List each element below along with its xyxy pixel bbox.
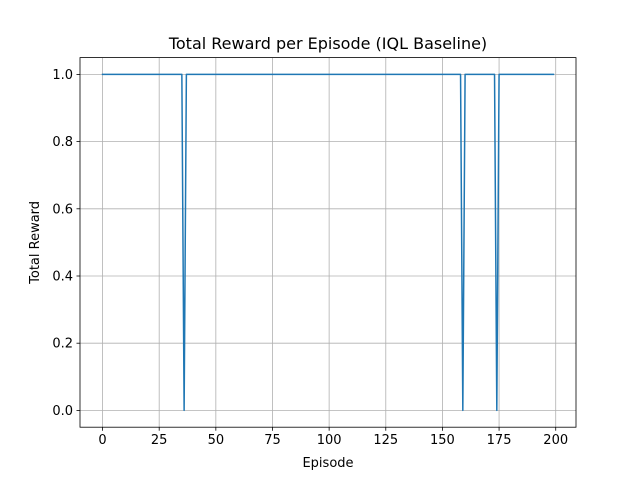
y-tick-label: 0.2 xyxy=(52,337,73,352)
x-tick-label: 100 xyxy=(317,433,342,448)
y-tick-label: 0.8 xyxy=(52,135,73,150)
x-tick-label: 75 xyxy=(264,433,281,448)
x-tick-label: 25 xyxy=(151,433,168,448)
x-axis-label: Episode xyxy=(302,456,353,471)
series-layer xyxy=(101,73,555,412)
y-tick-label: 1.0 xyxy=(52,68,73,83)
y-axis-label: Total Reward xyxy=(28,201,43,285)
y-tick-label: 0.4 xyxy=(52,270,73,285)
plot-frame xyxy=(79,57,577,428)
y-tick-label: 0.6 xyxy=(52,202,73,217)
x-tick-label: 200 xyxy=(543,433,568,448)
y-tick-label: 0.0 xyxy=(52,404,73,419)
x-tick-label: 175 xyxy=(487,433,512,448)
x-tick-label: 0 xyxy=(98,433,106,448)
x-tick-label: 50 xyxy=(208,433,225,448)
reward-series-line xyxy=(101,73,555,412)
x-axis-ticks: 0 25 50 75 100 125 150 175 200 xyxy=(98,427,568,448)
y-axis-ticks: 0.0 0.2 0.4 0.6 0.8 1.0 xyxy=(52,68,80,419)
x-tick-label: 125 xyxy=(373,433,398,448)
x-tick-label: 150 xyxy=(430,433,455,448)
grid xyxy=(80,57,576,428)
chart-title: Total Reward per Episode (IQL Baseline) xyxy=(168,34,487,53)
